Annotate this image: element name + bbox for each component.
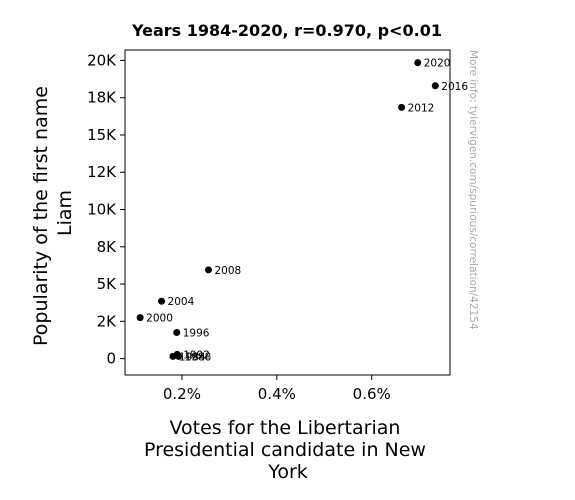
watermark: More info: tylervigen.com/spurious/corre…	[467, 50, 479, 330]
y-tick-label: 18K	[87, 89, 117, 107]
plot-area-frame	[124, 49, 451, 376]
data-point	[205, 266, 213, 274]
x-tick-label: 0.2%	[163, 385, 201, 403]
y-tick-label: 8K	[97, 238, 118, 256]
x-axis-label-line-1: Votes for the Libertarian	[170, 417, 401, 439]
x-tick-label: 0.6%	[353, 385, 391, 403]
x-tick-label: 0.4%	[258, 385, 296, 403]
y-axis-label-line-2: Liam	[54, 190, 76, 236]
data-point-label: 2008	[215, 265, 242, 277]
x-axis-label-line-3: York	[267, 461, 308, 483]
data-point-label: 2012	[408, 102, 435, 114]
data-point-label: 1988	[185, 351, 212, 363]
y-tick-label: 12K	[87, 163, 117, 181]
data-point-label: 2000	[146, 313, 173, 325]
svg-text:Popularity of the first name: Popularity of the first name Liam	[30, 80, 76, 346]
y-tick-label: 15K	[87, 126, 117, 144]
data-point	[173, 350, 181, 358]
y-axis-label: Popularity of the first name Liam	[30, 80, 76, 346]
data-point-label: 2020	[424, 58, 451, 70]
y-tick-label: 5K	[97, 275, 118, 293]
svg-text:More info: tylervigen.com/spur: More info: tylervigen.com/spurious/corre…	[467, 50, 479, 330]
data-point	[398, 103, 406, 111]
x-axis-label-line-2: Presidential candidate in New	[144, 439, 426, 461]
x-axis-ticks: 0.2% 0.4% 0.6%	[163, 375, 391, 403]
y-tick-label: 2K	[97, 312, 118, 330]
y-axis-ticks: 0 2K 5K 8K 10K 12K 15K 18K 20K	[87, 51, 125, 368]
chart-title: Years 1984-2020, r=0.970, p<0.01	[131, 21, 442, 40]
data-point-label: 1984	[179, 351, 206, 363]
data-point	[431, 82, 439, 90]
x-axis-label: Votes for the Libertarian Presidential c…	[144, 417, 432, 483]
data-point	[173, 329, 181, 337]
data-point-label: 1996	[183, 328, 210, 340]
data-point-label: 2016	[441, 81, 468, 93]
y-tick-label: 10K	[87, 201, 117, 219]
y-tick-label: 0	[106, 350, 116, 368]
data-point	[136, 314, 144, 322]
data-point-label: 2004	[168, 296, 195, 308]
data-point	[158, 297, 166, 305]
data-point-label: 1992	[183, 349, 210, 361]
y-tick-label: 20K	[87, 51, 117, 69]
data-point	[414, 59, 422, 67]
y-axis-label-line-1: Popularity of the first name	[30, 86, 52, 346]
